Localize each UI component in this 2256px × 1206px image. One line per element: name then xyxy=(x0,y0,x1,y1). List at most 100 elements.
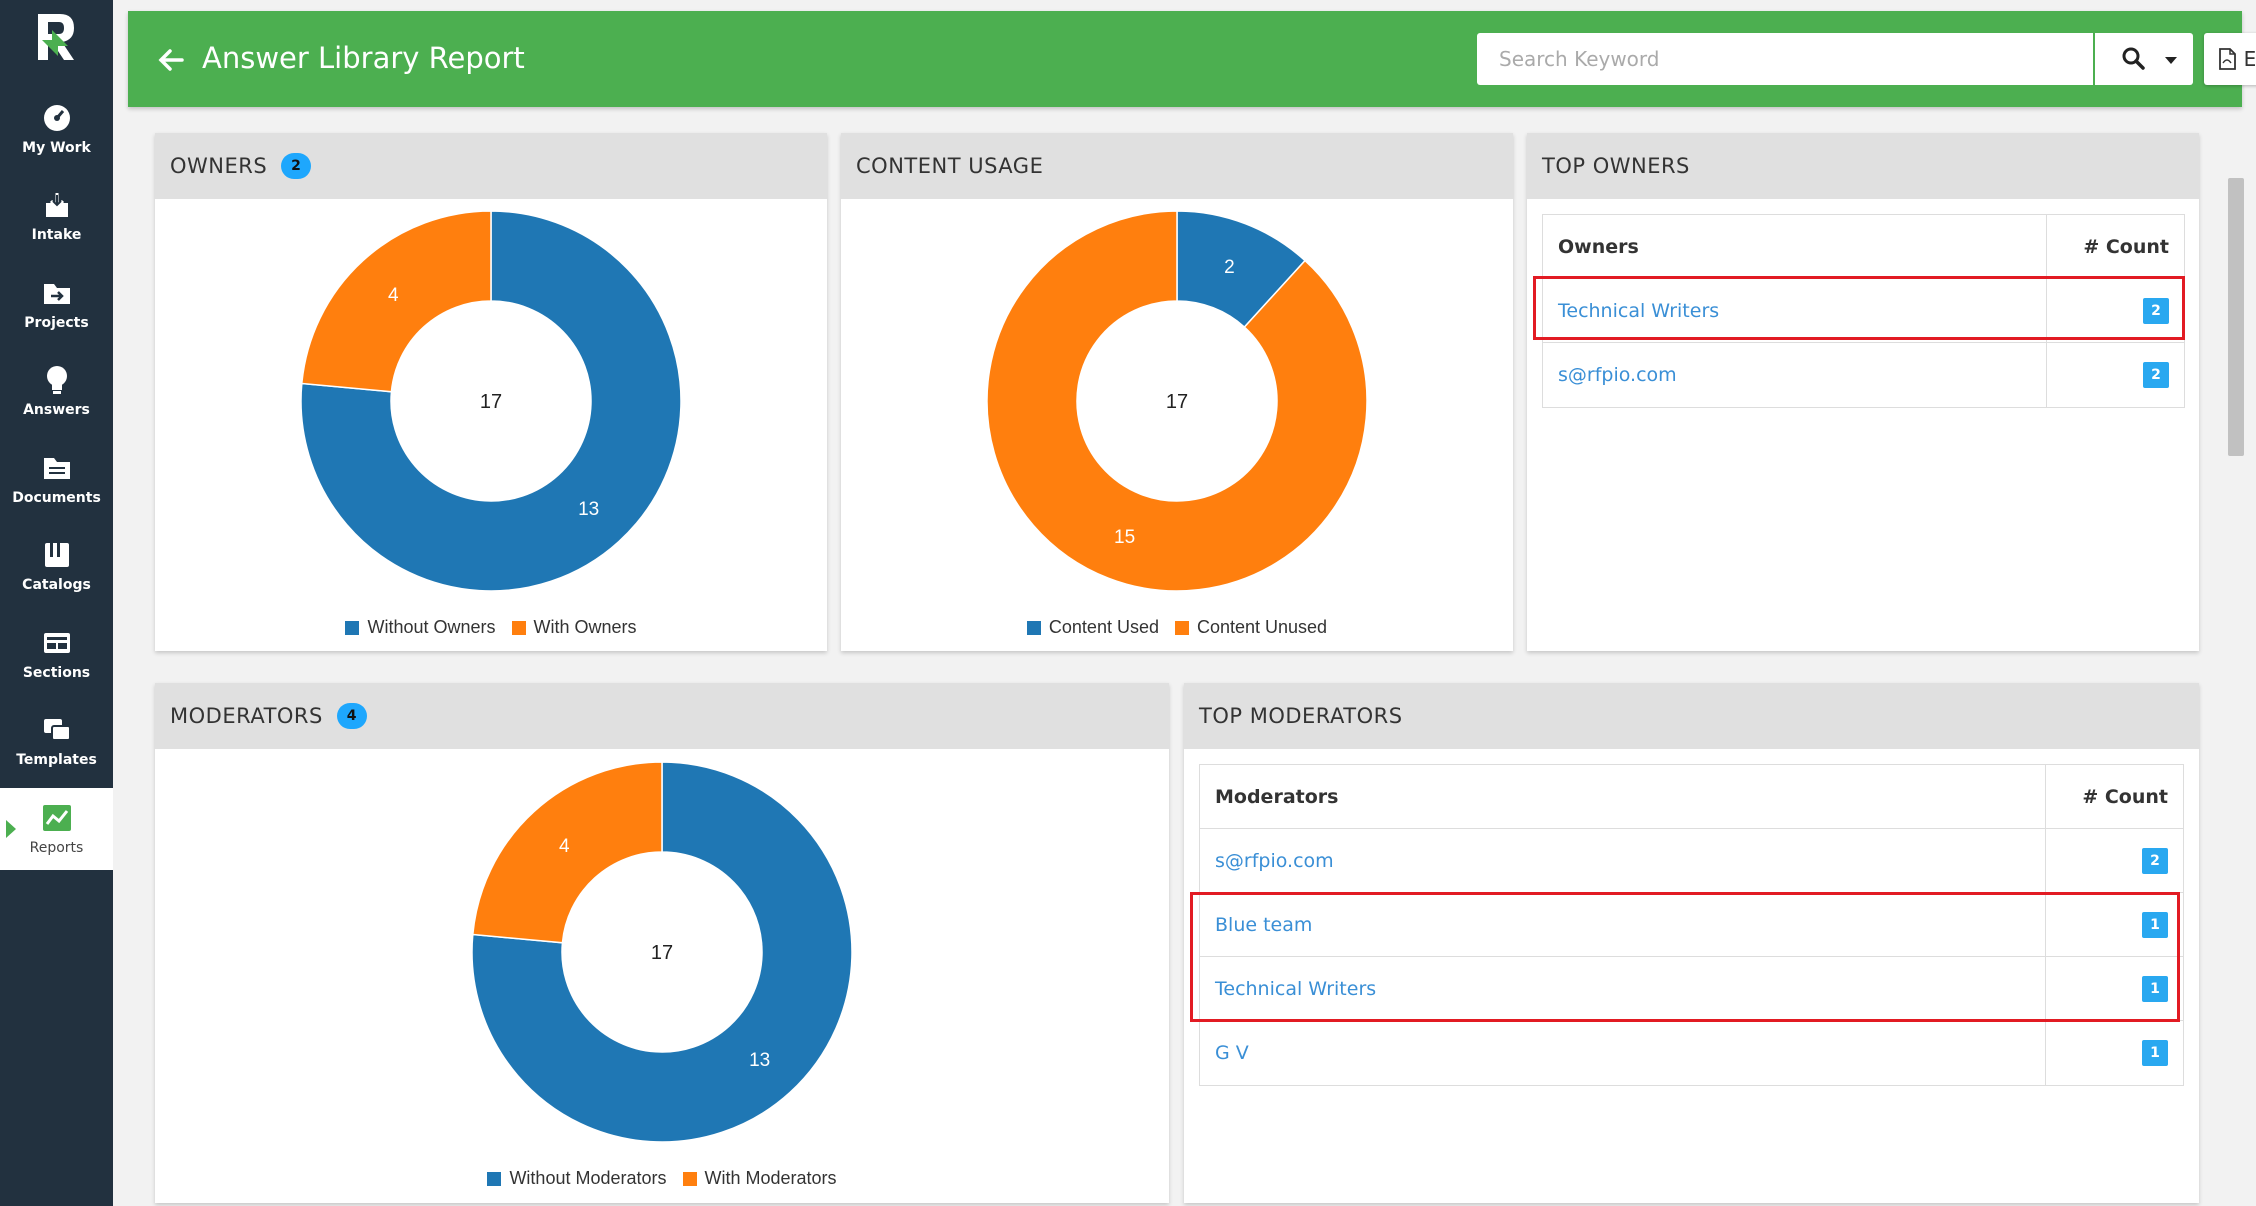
legend-item-with-moderators[interactable]: With Moderators xyxy=(682,1168,837,1189)
sections-icon xyxy=(41,627,73,659)
inbox-download-icon xyxy=(41,189,73,221)
moderator-link[interactable]: Blue team xyxy=(1215,913,1313,936)
slice-value-label: 4 xyxy=(559,836,570,857)
donut-center-total: 17 xyxy=(651,942,673,964)
table-header-row: Owners # Count xyxy=(1543,215,2184,279)
table-row: Blue team 1 xyxy=(1200,893,2183,957)
content-usage-card: CONTENT USAGE 2 15 17 Content Used Content… xyxy=(841,133,1513,651)
owners-card: OWNERS 2 13 4 17 Without Owners With Owner… xyxy=(155,133,827,651)
lightbulb-icon xyxy=(41,364,73,396)
owners-card-header: OWNERS 2 xyxy=(155,133,827,199)
column-header-count[interactable]: # Count xyxy=(2046,215,2184,278)
sidebar-item-label: Intake xyxy=(31,227,82,243)
card-title: OWNERS xyxy=(170,154,268,178)
sidebar-item-templates[interactable]: Templates xyxy=(0,700,113,782)
donut-center-total: 17 xyxy=(480,391,502,413)
sidebar-item-label: Templates xyxy=(16,752,97,768)
sidebar-item-reports[interactable]: Reports xyxy=(0,788,113,870)
column-header-count[interactable]: # Count xyxy=(2045,765,2183,828)
sidebar-item-sections[interactable]: Sections xyxy=(0,613,113,695)
moderator-link[interactable]: s@rfpio.com xyxy=(1215,849,1334,872)
owner-link[interactable]: Technical Writers xyxy=(1558,299,1720,322)
top-owners-table: Owners # Count Technical Writers 2 s@rfp… xyxy=(1542,214,2185,408)
moderators-card: MODERATORS 4 13 4 17 Without Moderators Wi… xyxy=(155,683,1169,1203)
content-usage-donut-chart: 2 15 17 xyxy=(986,210,1368,592)
content-usage-card-header: CONTENT USAGE xyxy=(841,133,1513,199)
folder-arrow-icon xyxy=(41,277,73,309)
card-title: TOP OWNERS xyxy=(1542,154,1690,178)
slice-value-label: 4 xyxy=(388,285,399,306)
sidebar-item-projects[interactable]: Projects xyxy=(0,263,113,345)
speedometer-icon xyxy=(41,102,73,134)
table-row: s@rfpio.com 2 xyxy=(1543,343,2184,407)
column-header-moderators[interactable]: Moderators xyxy=(1215,785,1339,808)
sidebar-item-label: My Work xyxy=(22,140,91,156)
sidebar-item-label: Projects xyxy=(24,315,89,331)
moderators-legend: Without Moderators With Moderators xyxy=(155,1168,1169,1189)
moderators-count-badge: 4 xyxy=(336,703,367,729)
legend-item-without-moderators[interactable]: Without Moderators xyxy=(487,1168,667,1189)
templates-icon xyxy=(41,714,73,746)
search-icon xyxy=(2122,47,2145,70)
moderators-donut-chart: 13 4 17 xyxy=(471,761,853,1143)
moderator-link[interactable]: Technical Writers xyxy=(1215,977,1377,1000)
count-badge: 1 xyxy=(2142,1040,2168,1066)
column-header-owners[interactable]: Owners xyxy=(1558,235,1639,258)
legend-item-content-used[interactable]: Content Used xyxy=(1026,617,1159,638)
document-folder-icon xyxy=(41,452,73,484)
back-arrow-icon[interactable] xyxy=(156,45,186,75)
donut-center-total: 17 xyxy=(1166,391,1188,413)
moderators-card-header: MODERATORS 4 xyxy=(155,683,1169,749)
sidebar: My Work Intake Projects Answers Document… xyxy=(0,0,113,1206)
sidebar-item-catalogs[interactable]: Catalogs xyxy=(0,525,113,607)
owner-link[interactable]: s@rfpio.com xyxy=(1558,364,1677,386)
top-owners-card-header: TOP OWNERS xyxy=(1527,133,2199,199)
slice-value-label: 13 xyxy=(578,499,599,520)
count-badge: 2 xyxy=(2143,297,2169,324)
card-title: MODERATORS xyxy=(170,704,323,728)
legend-item-with-owners[interactable]: With Owners xyxy=(511,617,637,638)
legend-item-content-unused[interactable]: Content Unused xyxy=(1174,617,1327,638)
owners-donut-chart: 13 4 17 xyxy=(300,210,682,592)
donut-slice-with-moderators[interactable] xyxy=(471,761,663,944)
table-row: s@rfpio.com 2 xyxy=(1200,829,2183,893)
table-row: G V 1 xyxy=(1200,1021,2183,1085)
table-header-row: Moderators # Count xyxy=(1200,765,2183,829)
content-usage-legend: Content Used Content Unused xyxy=(841,617,1513,638)
owners-legend: Without Owners With Owners xyxy=(155,617,827,638)
donut-slice-content-unused[interactable] xyxy=(986,210,1368,592)
sidebar-item-my-work[interactable]: My Work xyxy=(0,88,113,170)
count-badge: 2 xyxy=(2143,362,2169,388)
rfpio-logo-icon[interactable] xyxy=(32,10,80,66)
sidebar-item-answers[interactable]: Answers xyxy=(0,350,113,432)
sidebar-item-label: Documents xyxy=(12,490,101,506)
card-title: CONTENT USAGE xyxy=(856,154,1044,178)
card-title: TOP MODERATORS xyxy=(1199,704,1403,728)
sidebar-item-intake[interactable]: Intake xyxy=(0,175,113,257)
top-owners-card: TOP OWNERS Owners # Count Technical Writ… xyxy=(1527,133,2199,651)
donut-slice-without-owners[interactable] xyxy=(300,210,682,592)
owners-count-badge: 2 xyxy=(281,153,312,179)
search-input[interactable] xyxy=(1477,33,2093,85)
count-badge: 1 xyxy=(2142,911,2168,938)
sidebar-item-label: Catalogs xyxy=(22,577,91,593)
slice-value-label: 15 xyxy=(1114,527,1135,548)
legend-item-without-owners[interactable]: Without Owners xyxy=(345,617,496,638)
page-scrollbar[interactable] xyxy=(2228,178,2244,456)
top-moderators-card-header: TOP MODERATORS xyxy=(1184,683,2199,749)
top-moderators-card: TOP MODERATORS Moderators # Count s@rfpi… xyxy=(1184,683,2199,1203)
count-badge: 2 xyxy=(2142,847,2168,874)
sidebar-item-documents[interactable]: Documents xyxy=(0,438,113,520)
donut-slice-without-moderators[interactable] xyxy=(471,761,853,1143)
moderator-link[interactable]: G V xyxy=(1215,1042,1249,1064)
top-moderators-table: Moderators # Count s@rfpio.com 2 Blue te… xyxy=(1199,764,2184,1086)
sidebar-item-label: Sections xyxy=(22,665,91,681)
export-button[interactable]: EXPORT xyxy=(2204,33,2256,85)
search-button[interactable] xyxy=(2095,33,2193,85)
slice-value-label: 2 xyxy=(1224,257,1235,278)
chevron-down-icon[interactable] xyxy=(2165,57,2177,64)
sidebar-item-label: Reports xyxy=(29,840,84,856)
slice-value-label: 13 xyxy=(749,1050,770,1071)
donut-slice-with-owners[interactable] xyxy=(300,210,492,393)
pdf-file-icon xyxy=(2218,48,2236,70)
